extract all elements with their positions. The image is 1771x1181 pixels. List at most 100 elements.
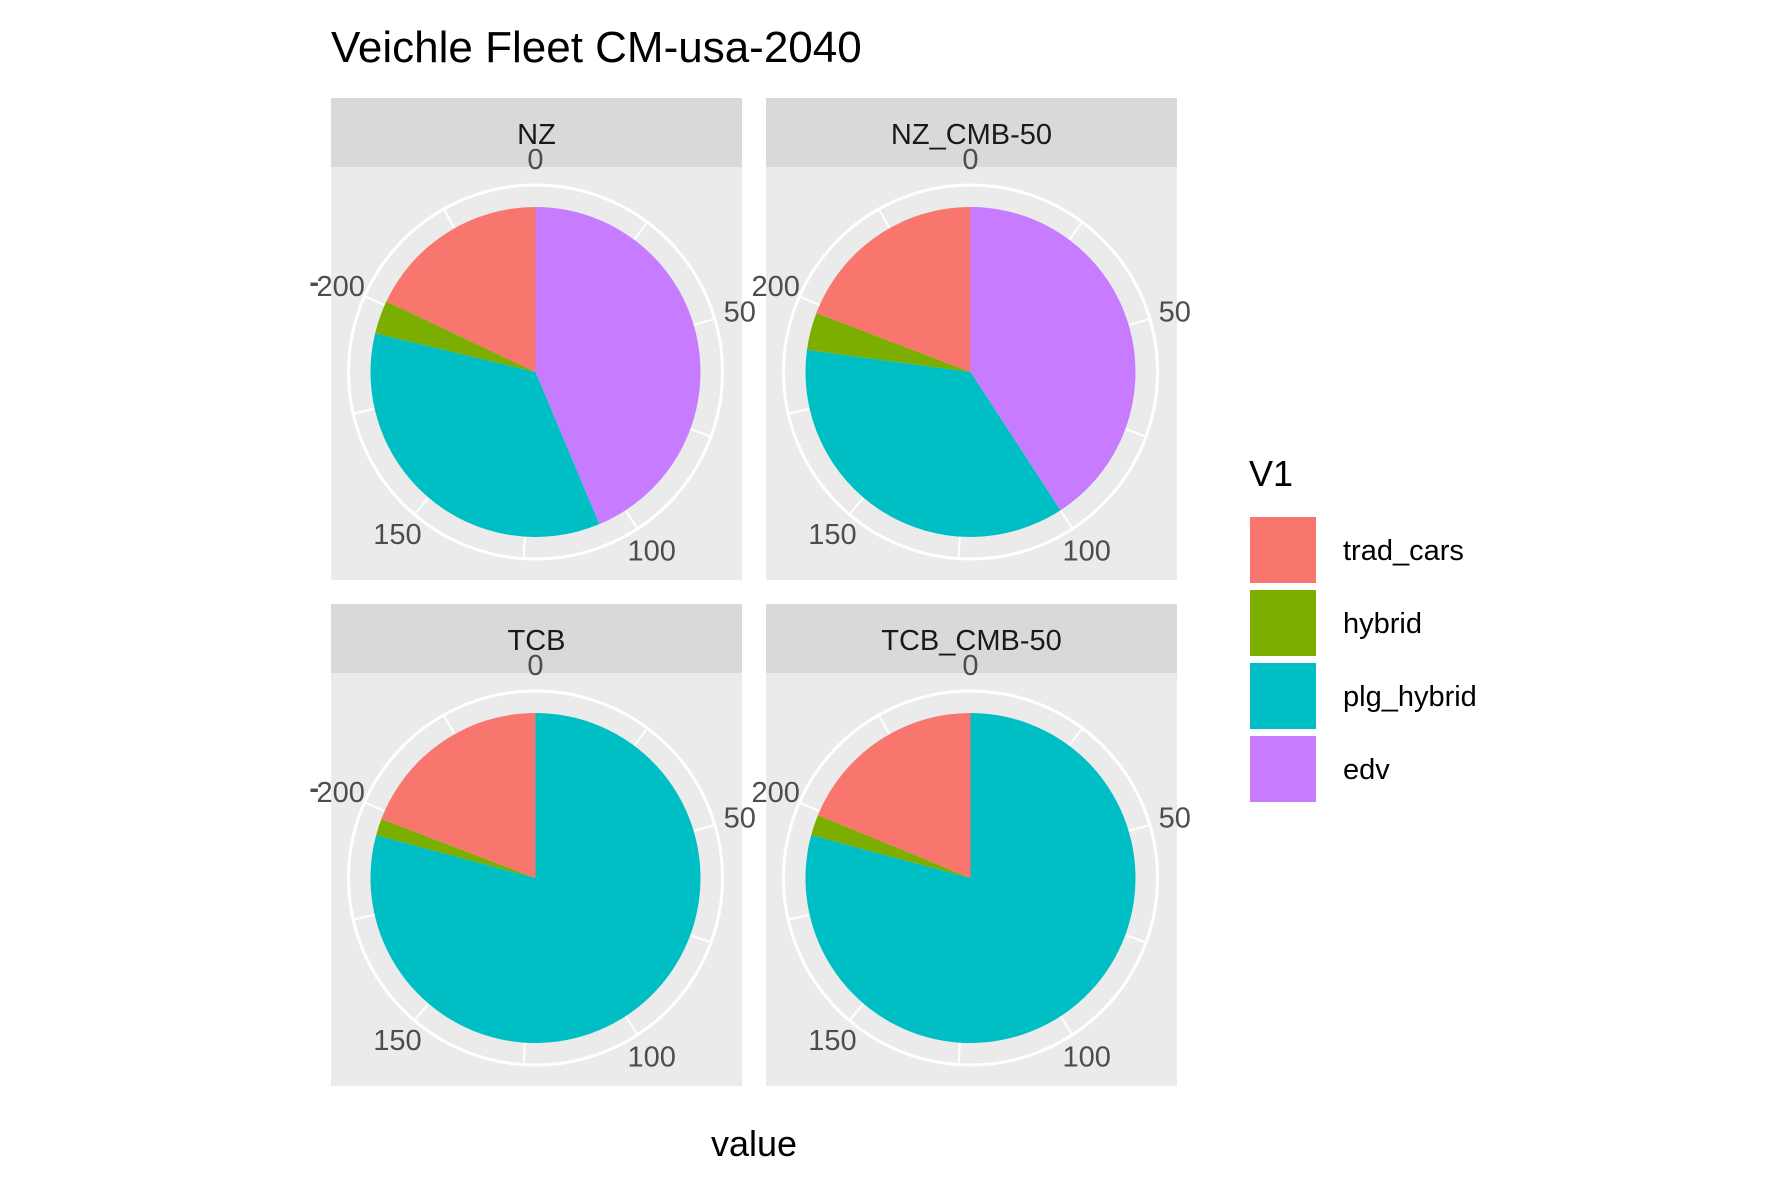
theta-grid-line (957, 1042, 961, 1065)
theta-tick-label: 50 (724, 802, 756, 834)
theta-tick-label: 150 (373, 1025, 421, 1057)
theta-tick-label: 150 (373, 519, 421, 551)
pie-slice-plg-hybrid (805, 349, 1061, 538)
facet-strip-label: TCB (508, 625, 566, 657)
theta-grid-line (787, 913, 810, 921)
theta-tick-label: 50 (1159, 296, 1191, 328)
theta-grid-line (364, 801, 386, 813)
facet-strip-label: NZ_CMB-50 (891, 119, 1052, 151)
theta-tick-label: 200 (752, 777, 800, 809)
pie-slice-trad-cars (381, 712, 536, 878)
theta-grid-line (522, 536, 526, 559)
pie-slice-plg-hybrid (370, 333, 600, 537)
theta-grid-line (413, 496, 430, 516)
theta-grid-circle (347, 689, 724, 1067)
facet-strip (331, 604, 742, 673)
theta-grid-line (413, 1002, 430, 1022)
pie-slice-trad-cars (816, 207, 971, 372)
theta-grid-line (957, 536, 961, 559)
theta-grid-line (1125, 428, 1147, 438)
facet-strip (766, 98, 1177, 167)
facet-panel: NZ0 50 100 150 200- (309, 98, 756, 580)
y-tick-label: - (309, 773, 319, 805)
legend-label: hybrid (1343, 608, 1422, 640)
theta-grid-circle (782, 689, 1159, 1067)
theta-grid-line (522, 1042, 526, 1065)
theta-tick-label: 0 (962, 144, 978, 176)
theta-grid-line (877, 208, 891, 229)
theta-grid-line (693, 823, 716, 833)
theta-grid-line (1128, 317, 1151, 327)
theta-grid-line (848, 1002, 865, 1022)
chart-title: Veichle Fleet CM-usa-2040 (331, 23, 862, 72)
theta-grid-line (633, 727, 649, 747)
theta-grid-line (787, 407, 810, 415)
theta-grid-line (1059, 509, 1074, 530)
pie-slice-edv (970, 207, 1136, 511)
theta-grid-line (1068, 727, 1084, 747)
theta-tick-label: 150 (808, 519, 856, 551)
theta-tick-label: 100 (628, 536, 676, 568)
theta-grid-line (1059, 1015, 1074, 1036)
theta-tick-label: 100 (1063, 536, 1111, 568)
legend-key-edv (1248, 734, 1318, 804)
legend-key-hybrid (1248, 588, 1318, 658)
pie-slice-edv (535, 207, 701, 525)
theta-grid-line (848, 496, 865, 516)
theta-tick-label: 100 (1063, 1042, 1111, 1074)
theta-grid-line (690, 934, 712, 944)
theta-grid-line (690, 428, 712, 438)
theta-grid-line (624, 509, 639, 530)
theta-grid-line (799, 801, 821, 813)
facet-panel: NZ_CMB-500 50 100 150 200 (752, 98, 1191, 580)
theta-grid-line (442, 714, 456, 735)
theta-tick-label: 200 (317, 271, 365, 303)
pie-slice-hybrid (811, 815, 971, 878)
theta-grid-line (442, 208, 456, 229)
legend-key-plg-hybrid (1248, 661, 1318, 731)
theta-tick-label: 100 (628, 1042, 676, 1074)
theta-grid-line (352, 913, 375, 921)
facet-panels: NZ050100150200-NZ_CMB-50050100150200TCB0… (309, 98, 1191, 1086)
pie-slice-trad-cars (817, 713, 971, 878)
legend-title: V1 (1249, 453, 1293, 494)
pie-slice-hybrid (806, 313, 971, 372)
legend-label: trad_cars (1343, 535, 1464, 567)
facet-strip-label: TCB_CMB-50 (881, 625, 1062, 657)
theta-tick-label: 200 (317, 777, 365, 809)
theta-tick-label: 0 (527, 144, 543, 176)
x-axis-title: value (711, 1123, 797, 1164)
theta-grid-line (1125, 934, 1147, 944)
legend-key-trad-cars (1248, 515, 1318, 585)
theta-grid-line (1068, 221, 1084, 241)
theta-tick-label: 200 (752, 271, 800, 303)
theta-grid-line (877, 714, 891, 735)
theta-tick-label: 50 (1159, 802, 1191, 834)
theta-grid-line (624, 1015, 639, 1036)
legend-label: edv (1343, 754, 1390, 786)
theta-tick-label: 0 (527, 650, 543, 682)
theta-grid-line (352, 407, 375, 415)
y-tick-label: - (309, 267, 319, 299)
theta-tick-label: 0 (962, 650, 978, 682)
theta-grid-line (1128, 823, 1151, 833)
theta-grid-line (364, 295, 386, 307)
theta-grid-circle (782, 183, 1159, 561)
facet-panel: TCB_CMB-500 50 100 150 200 (752, 604, 1191, 1086)
theta-tick-label: 50 (724, 296, 756, 328)
theta-grid-line (633, 221, 649, 241)
theta-tick-label: 150 (808, 1025, 856, 1057)
pie-slice-hybrid (375, 301, 536, 372)
theta-grid-line (799, 295, 821, 307)
facet-strip-label: NZ (517, 119, 556, 151)
pie-slice-hybrid (376, 819, 536, 878)
pie-slice-trad-cars (386, 207, 536, 372)
theta-grid-circle (347, 183, 724, 561)
legend-label: plg_hybrid (1343, 681, 1477, 713)
theta-grid-line (693, 317, 716, 327)
facet-strip (331, 98, 742, 167)
facet-strip (766, 604, 1177, 673)
